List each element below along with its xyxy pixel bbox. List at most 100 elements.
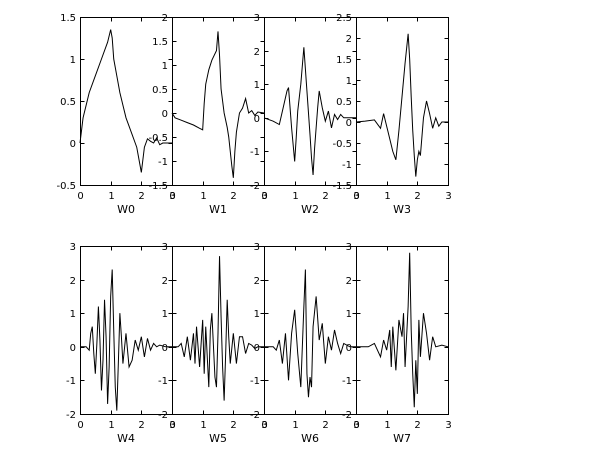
subplot-w3: 0 1 2 3-1.5-1-0.500.511.522.5W3 (332, 13, 451, 216)
x-axis-label: W4 (117, 432, 135, 445)
x-tick-label: 2 (230, 191, 236, 202)
x-tick-label: 0 (169, 191, 175, 202)
x-tick-label: 0 (261, 191, 267, 202)
x-tick-label: 3 (169, 420, 175, 431)
y-tick-label: -1 (158, 376, 168, 387)
x-tick-label: 2 (322, 420, 328, 431)
y-tick-label: -1 (250, 376, 260, 387)
series-line-w2 (263, 47, 356, 175)
y-tick-label: -1 (250, 147, 260, 158)
x-axis-label: W6 (301, 432, 319, 445)
y-tick-label: 2 (346, 276, 352, 287)
y-tick-label: -2 (158, 410, 168, 421)
y-tick-label: 3 (346, 242, 352, 253)
x-tick-label: 2 (138, 420, 144, 431)
x-tick-label: 1 (384, 420, 390, 431)
y-tick-label: 1 (346, 309, 352, 320)
y-tick-label: 1 (254, 80, 260, 91)
series-line-w6 (264, 269, 356, 398)
y-tick-label: -0.5 (148, 133, 168, 144)
y-tick-label: 1 (162, 61, 168, 72)
y-tick-label: -0.5 (56, 181, 76, 192)
y-tick-label: 0 (254, 114, 260, 125)
x-tick-label: 1 (200, 420, 206, 431)
y-tick-label: 2 (162, 276, 168, 287)
y-tick-label: 2 (254, 47, 260, 58)
x-tick-label: 0 (77, 420, 83, 431)
y-tick-label: -1 (342, 160, 352, 171)
y-tick-label: 2 (346, 34, 352, 45)
y-tick-label: 1 (70, 55, 76, 66)
x-axis-label: W7 (393, 432, 411, 445)
y-tick-label: 3 (254, 242, 260, 253)
y-tick-label: 2 (70, 276, 76, 287)
y-tick-label: -2 (342, 410, 352, 421)
y-tick-label: -1.5 (148, 181, 168, 192)
x-tick-label: 3 (261, 420, 267, 431)
x-tick-label: 3 (353, 191, 359, 202)
subplot-w0: 0 1 2 3-0.500.511.5W0 (56, 13, 175, 216)
x-tick-label: 3 (445, 191, 451, 202)
x-tick-label: 0 (77, 191, 83, 202)
y-tick-label: 0 (254, 343, 260, 354)
x-axis-label: W3 (393, 203, 411, 216)
x-tick-label: 1 (292, 191, 298, 202)
y-tick-label: 2.5 (336, 13, 352, 24)
y-tick-label: 0 (162, 109, 168, 120)
y-tick-label: 1.5 (60, 13, 76, 24)
x-tick-label: 1 (292, 420, 298, 431)
series-line-w1 (171, 31, 265, 178)
series-line-w7 (356, 252, 449, 408)
x-axis-label: W5 (209, 432, 227, 445)
y-tick-label: 1 (254, 309, 260, 320)
y-tick-label: -1 (342, 376, 352, 387)
y-tick-label: 0 (70, 139, 76, 150)
y-tick-label: -0.5 (332, 139, 352, 150)
x-tick-label: 1 (108, 420, 114, 431)
y-tick-label: -1 (158, 157, 168, 168)
y-tick-label: 3 (162, 242, 168, 253)
x-tick-label: 1 (108, 191, 114, 202)
y-tick-label: 2 (162, 13, 168, 24)
y-tick-label: 1 (346, 76, 352, 87)
y-tick-label: 3 (70, 242, 76, 253)
y-tick-label: -2 (250, 410, 260, 421)
x-tick-label: 3 (445, 420, 451, 431)
x-axis-label: W0 (117, 203, 135, 216)
y-tick-label: 0.5 (336, 97, 352, 108)
x-tick-label: 2 (138, 191, 144, 202)
x-tick-label: 3 (261, 191, 267, 202)
x-tick-label: 2 (322, 191, 328, 202)
y-tick-label: 1.5 (336, 55, 352, 66)
x-tick-label: 3 (169, 191, 175, 202)
y-tick-label: 0 (162, 343, 168, 354)
x-tick-label: 3 (353, 420, 359, 431)
x-tick-label: 0 (169, 420, 175, 431)
y-tick-label: 2 (254, 276, 260, 287)
x-tick-label: 2 (414, 420, 420, 431)
y-tick-label: -1 (66, 376, 76, 387)
y-tick-label: 1 (162, 309, 168, 320)
y-tick-label: -2 (66, 410, 76, 421)
x-tick-label: 1 (384, 191, 390, 202)
x-tick-label: 1 (200, 191, 206, 202)
x-tick-label: 0 (353, 191, 359, 202)
x-tick-label: 2 (230, 420, 236, 431)
x-tick-label: 2 (414, 191, 420, 202)
y-tick-label: 1.5 (152, 37, 168, 48)
series-line-w3 (355, 33, 448, 177)
y-tick-label: 0 (346, 343, 352, 354)
y-tick-label: -1.5 (332, 181, 352, 192)
y-tick-label: -2 (250, 181, 260, 192)
series-line-w4 (80, 269, 172, 411)
y-tick-label: 3 (254, 13, 260, 24)
axes-frame (356, 246, 449, 415)
